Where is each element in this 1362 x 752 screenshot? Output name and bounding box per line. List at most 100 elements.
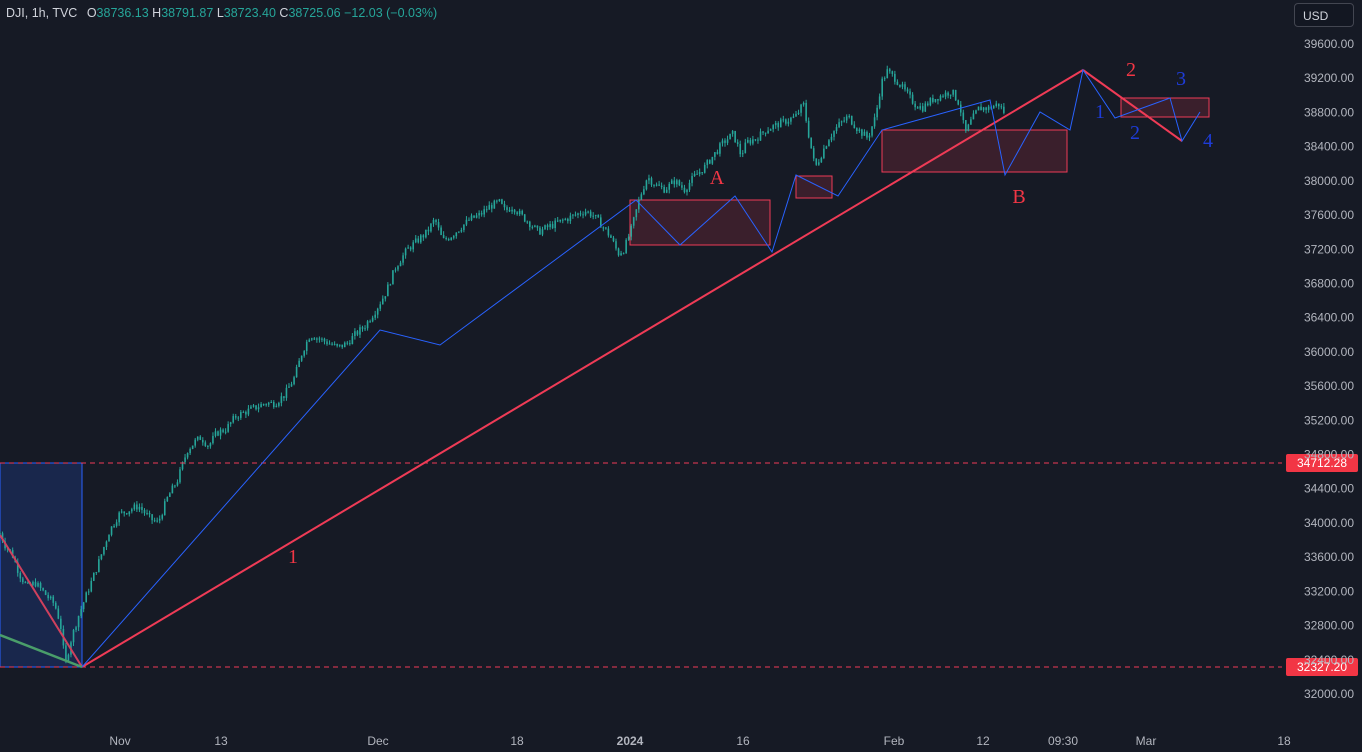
- y-tick-label: 38800.00: [1304, 105, 1354, 119]
- candle-body: [934, 98, 937, 102]
- candle-body: [787, 121, 790, 124]
- candle-body: [442, 234, 445, 238]
- candle-body: [389, 284, 392, 286]
- candle-body: [582, 214, 584, 216]
- candle-body: [343, 342, 346, 348]
- candle-body: [559, 219, 562, 222]
- candle-body: [440, 227, 442, 235]
- candle-body: [414, 238, 417, 243]
- y-tick-label: 33200.00: [1304, 584, 1354, 598]
- candle-body: [252, 405, 255, 407]
- candle-body: [663, 186, 665, 193]
- candle-body: [985, 107, 987, 110]
- candle-body: [529, 221, 531, 227]
- candle-body: [303, 351, 305, 356]
- x-tick-label: Dec: [367, 734, 388, 748]
- candle-body: [653, 184, 655, 186]
- candle-body: [924, 103, 927, 112]
- candle-body: [617, 248, 620, 256]
- candle-body: [82, 602, 85, 610]
- candle-body: [620, 253, 622, 256]
- candle-body: [110, 526, 113, 535]
- y-tick-label: 36400.00: [1304, 311, 1354, 325]
- candle-body: [234, 416, 237, 418]
- candle-body: [863, 131, 866, 136]
- x-tick-label: 09:30: [1048, 734, 1078, 748]
- candle-body: [564, 218, 567, 220]
- candle-body: [513, 209, 516, 213]
- candle-body: [260, 404, 262, 408]
- candle-body: [534, 225, 536, 227]
- correction-trendline: [1082, 69, 1183, 142]
- candle-body: [349, 343, 351, 345]
- candle-body: [298, 360, 300, 368]
- candle-body: [967, 124, 970, 132]
- candle-body: [701, 172, 703, 174]
- candle-body: [361, 327, 364, 329]
- candle-body: [838, 122, 840, 128]
- candle-body: [572, 214, 574, 216]
- candle-body: [219, 429, 222, 436]
- candle-body: [843, 120, 845, 122]
- candle-body: [32, 581, 34, 586]
- candle-body: [437, 222, 440, 228]
- candle-body: [716, 152, 719, 154]
- candle-body: [399, 262, 402, 267]
- candle-body: [736, 142, 739, 145]
- x-tick-label: 18: [510, 734, 524, 748]
- candle-body: [136, 504, 138, 510]
- candle-body: [125, 513, 128, 515]
- candle-body: [714, 152, 716, 157]
- candle-body: [169, 493, 171, 497]
- candle-body: [551, 224, 554, 229]
- candle-body: [643, 189, 645, 195]
- candle-body: [163, 501, 166, 516]
- candle-body: [825, 146, 828, 149]
- candle-body: [549, 224, 551, 228]
- candle-body: [346, 342, 349, 344]
- candle-body: [711, 156, 714, 164]
- candle-body: [153, 520, 156, 522]
- candle-body: [141, 506, 143, 511]
- currency-button[interactable]: USD: [1294, 3, 1354, 27]
- candle-body: [544, 225, 546, 230]
- candle-body: [536, 225, 539, 228]
- candle-body: [962, 112, 965, 121]
- candle-body: [607, 228, 610, 236]
- candle-body: [217, 431, 219, 436]
- candle-body: [592, 215, 594, 217]
- candle-body: [0, 533, 1, 535]
- candle-body: [980, 106, 982, 111]
- candle-body: [678, 180, 681, 186]
- candle-body: [470, 215, 473, 221]
- decline-line: [0, 534, 83, 668]
- candle-body: [638, 199, 640, 210]
- candle-body: [906, 89, 909, 92]
- candle-body: [937, 98, 939, 101]
- candle-body: [561, 219, 564, 221]
- candle-body: [283, 396, 285, 398]
- candle-body: [483, 209, 485, 215]
- candle-body: [44, 590, 47, 595]
- candle-body: [630, 225, 633, 237]
- candle-body: [610, 235, 612, 238]
- consolidation-box: [881, 129, 1068, 173]
- candle-body: [795, 113, 797, 117]
- candle-body: [929, 97, 932, 106]
- y-tick-label: 35600.00: [1304, 379, 1354, 393]
- consolidation-box: [795, 175, 833, 199]
- candle-body: [970, 119, 972, 125]
- candle-body: [108, 534, 110, 542]
- candle-body: [37, 583, 39, 587]
- candle-body: [435, 220, 437, 223]
- y-tick-label: 37200.00: [1304, 242, 1354, 256]
- candle-body: [397, 266, 399, 270]
- candle-body: [939, 95, 942, 101]
- candle-body: [404, 248, 407, 256]
- x-tick-label: 18: [1277, 734, 1291, 748]
- candle-body: [688, 182, 691, 190]
- wave-label-blue: 2: [1130, 122, 1140, 144]
- candle-body: [118, 512, 120, 523]
- candle-body: [891, 71, 894, 74]
